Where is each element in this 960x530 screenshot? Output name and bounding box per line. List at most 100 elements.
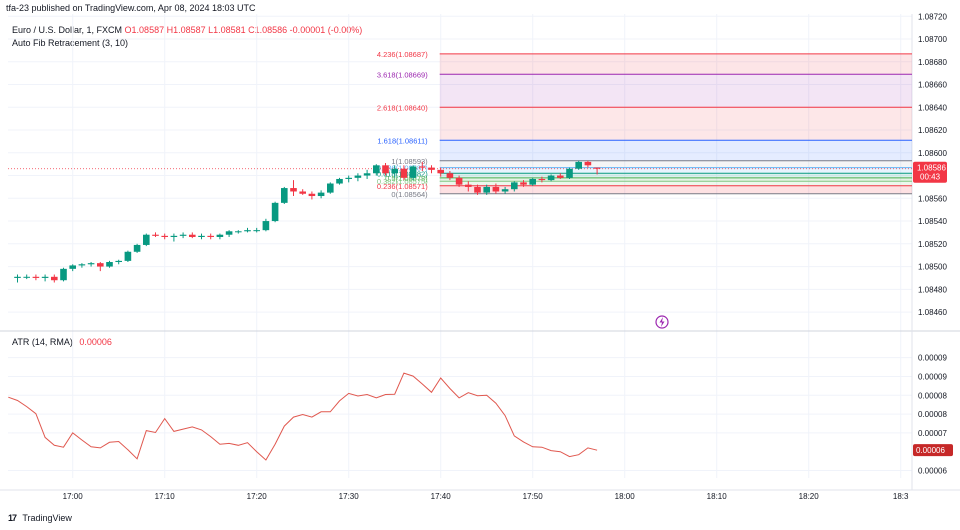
candle-body [23, 276, 30, 278]
candle-body [455, 177, 463, 185]
price-axis-label: 1.08500 [918, 263, 947, 272]
ohlc-values: O1.08587 H1.08587 L1.08581 C1.08586 -0.0… [124, 25, 363, 35]
candle-body [290, 188, 297, 192]
candle-body [373, 165, 380, 174]
candle-body [124, 251, 132, 261]
price-axis-label: 1.08620 [918, 126, 947, 135]
price-axis-label: 1.08520 [918, 240, 947, 249]
time-axis-label: 17:00 [63, 492, 84, 501]
candle-body [363, 173, 371, 176]
time-axis-label: 18:3 [893, 492, 909, 501]
fib-label-0: 0(1.08564) [391, 190, 428, 199]
fib-label-1.618: 1.618(1.08611) [377, 136, 428, 145]
candle-body [235, 231, 242, 233]
fib-zone-2.618 [439, 107, 912, 141]
price-axis-label: 1.08480 [918, 285, 947, 294]
atr-axis-label: 0.00008 [918, 410, 947, 419]
candle-body [262, 221, 270, 231]
fib-zone-0.786 [439, 167, 912, 174]
indicator-label: Auto Fib Retracement (3, 10) [12, 38, 129, 48]
price-axis-label: 1.08700 [918, 35, 947, 44]
candle-body [465, 184, 472, 187]
candle-body [538, 178, 546, 181]
candle-body [547, 175, 555, 181]
candle-body [161, 235, 168, 237]
fib-label-0.786: 0.786(1.08587) [377, 164, 428, 173]
fib-zone-0.618 [439, 173, 912, 178]
candle-body [584, 161, 592, 166]
candle-body [97, 263, 104, 267]
lightning-icon[interactable] [655, 315, 669, 329]
candle-body [419, 166, 426, 168]
fib-zone-4.236 [439, 53, 912, 75]
fib-zone-3.618 [439, 74, 912, 108]
lightning-icon-bolt [659, 317, 665, 327]
price-axis-label: 1.08680 [918, 58, 947, 67]
chart-legend: Euro / U.S. Dollar, 1, FXCM O1.08587 H1.… [12, 24, 362, 49]
candle-body [336, 178, 343, 184]
candle-body [14, 276, 21, 278]
legend-row-1: Euro / U.S. Dollar, 1, FXCM O1.08587 H1.… [12, 24, 362, 36]
candle-body [198, 235, 205, 237]
price-axis-label: 1.08600 [918, 149, 947, 158]
atr-axis-label: 0.00007 [918, 429, 947, 438]
atr-line [8, 372, 598, 461]
candle-body [327, 183, 334, 193]
candle-body [557, 175, 564, 178]
atr-axis-label: 0.00009 [918, 372, 947, 381]
candle-body [51, 276, 58, 281]
candle-body [60, 268, 67, 281]
candle-body [474, 186, 481, 193]
time-axis-label: 17:20 [247, 492, 268, 501]
time-axis-label: 18:10 [707, 492, 728, 501]
price-axis-label: 1.08560 [918, 194, 947, 203]
candle-body [253, 230, 260, 232]
time-axis-label: 17:10 [155, 492, 176, 501]
candle-body [133, 244, 141, 252]
fib-zone-0.382 [439, 181, 912, 186]
candle-body [566, 168, 573, 178]
candle-body [529, 178, 536, 185]
candle-body [382, 165, 389, 174]
candle-body [428, 167, 435, 170]
candle-body [216, 234, 224, 237]
time-axis-label: 18:20 [799, 492, 820, 501]
candle-body [520, 182, 527, 185]
atr-axis-label: 0.00009 [918, 354, 947, 363]
countdown-label: 00:43 [920, 173, 941, 182]
time-axis-label: 17:50 [523, 492, 544, 501]
candle-body [437, 169, 444, 174]
fib-label-0.236: 0.236(1.08571) [377, 182, 428, 191]
fib-label-0.5: 0.5(1.08578) [385, 174, 428, 183]
atr-value-badge [913, 444, 953, 457]
atr-legend-value: 0.00006 [79, 337, 112, 347]
atr-legend-label: ATR (14, RMA) [12, 337, 73, 347]
tradingview-logo: 17 TradingView [8, 513, 72, 523]
candle-body [593, 167, 601, 169]
fib-label-1: 1(1.08593) [391, 157, 428, 166]
candle-body [78, 264, 86, 266]
candle-body [483, 186, 490, 193]
price-axis-label: 1.08720 [918, 12, 947, 21]
fib-zone-0.5 [439, 177, 912, 182]
candle-body [207, 235, 214, 237]
candle-body [317, 192, 325, 197]
candle-body [41, 276, 49, 278]
candle-body [143, 234, 150, 245]
candle-body [170, 235, 178, 237]
tradingview-logo-icon: 17 [8, 513, 17, 523]
candle-body [400, 168, 408, 178]
atr-value-label: 0.00006 [916, 446, 945, 455]
price-axis-label: 1.08660 [918, 81, 947, 90]
symbol-label: Euro / U.S. Dollar, 1, FXCM [12, 25, 123, 35]
candle-body [179, 234, 187, 236]
candle-body [492, 186, 500, 192]
candle-body [299, 191, 306, 194]
candle-body [225, 231, 233, 235]
price-axis-label: 1.08540 [918, 217, 947, 226]
candle-body [189, 234, 196, 237]
candle-body [501, 189, 509, 192]
fib-label-3.618: 3.618(1.08669) [377, 70, 428, 79]
candle-body [391, 168, 398, 174]
